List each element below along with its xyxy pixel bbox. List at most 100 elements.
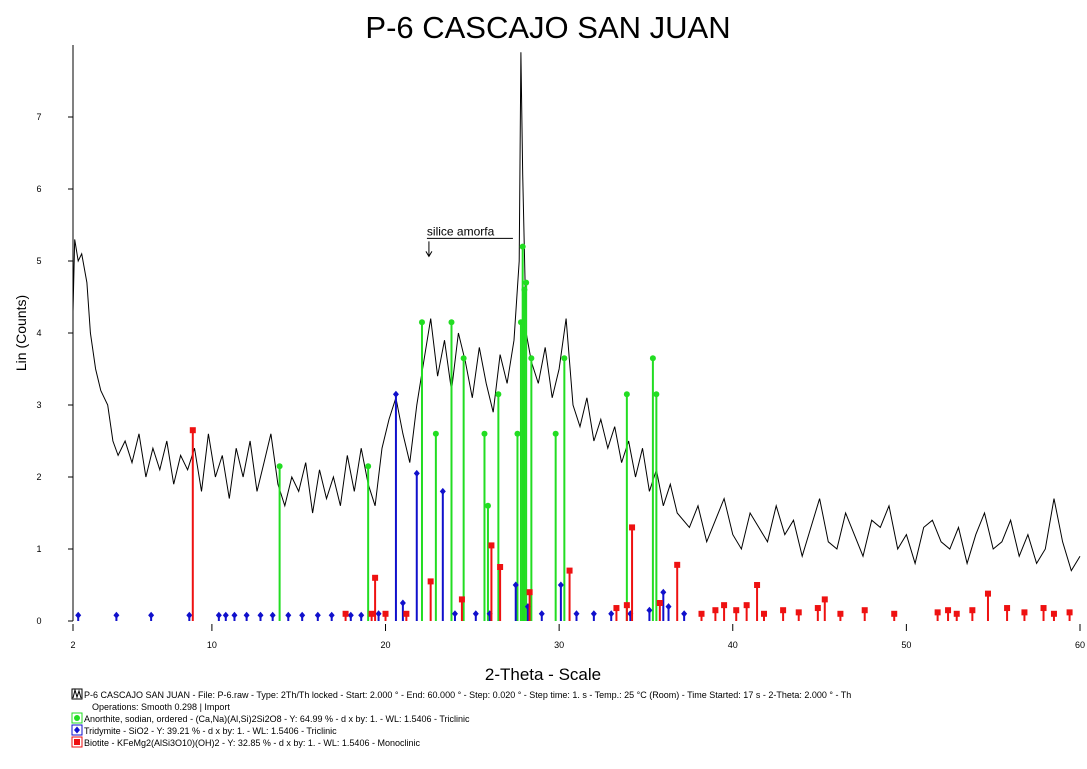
marker bbox=[721, 602, 728, 609]
peak-stick bbox=[590, 610, 597, 621]
marker bbox=[1021, 609, 1028, 616]
peak-stick bbox=[495, 391, 502, 621]
peak-stick bbox=[257, 611, 264, 621]
marker bbox=[74, 715, 80, 721]
peak-stick bbox=[512, 581, 519, 621]
marker bbox=[472, 610, 479, 618]
peak-stick bbox=[392, 390, 399, 621]
marker bbox=[1066, 609, 1073, 616]
legend-entry: Tridymite - SiO2 - Y: 39.21 % - d x by: … bbox=[71, 724, 337, 736]
marker bbox=[276, 463, 283, 470]
marker bbox=[814, 605, 821, 612]
marker bbox=[481, 430, 488, 437]
marker bbox=[285, 611, 292, 619]
peak-stick bbox=[629, 524, 636, 621]
marker bbox=[526, 589, 533, 596]
peak-stick bbox=[113, 611, 120, 621]
marker bbox=[458, 596, 465, 603]
marker bbox=[368, 610, 375, 617]
peak-stick bbox=[1004, 605, 1011, 621]
marker bbox=[448, 319, 455, 326]
peak-stick bbox=[743, 602, 750, 621]
marker bbox=[1040, 605, 1047, 612]
legend-entry: Anorthite, sodian, ordered - (Ca,Na)(Al,… bbox=[71, 712, 470, 724]
marker bbox=[269, 611, 276, 619]
peak-stick bbox=[285, 611, 292, 621]
marker bbox=[953, 610, 960, 617]
peak-stick bbox=[460, 355, 467, 621]
peak-stick bbox=[891, 610, 898, 621]
marker bbox=[358, 611, 365, 619]
marker bbox=[613, 605, 620, 612]
marker bbox=[497, 564, 504, 570]
peak-stick bbox=[75, 611, 82, 621]
peak-stick bbox=[623, 391, 630, 621]
marker bbox=[733, 607, 740, 614]
marker bbox=[365, 463, 372, 470]
peak-stick bbox=[514, 430, 521, 621]
peak-stick bbox=[566, 567, 573, 621]
peak-stick bbox=[382, 610, 389, 621]
peak-stick bbox=[837, 610, 844, 621]
marker bbox=[984, 590, 991, 597]
peak-stick bbox=[780, 607, 787, 621]
annotation-arrow bbox=[425, 241, 433, 258]
y-tick-label: 6 bbox=[36, 184, 41, 194]
marker bbox=[372, 574, 379, 581]
marker bbox=[629, 524, 636, 531]
peak-stick bbox=[472, 610, 479, 621]
legend-entry: P-6 CASCAJO SAN JUAN - File: P-6.raw - T… bbox=[71, 688, 851, 712]
marker bbox=[538, 610, 545, 618]
peak-stick bbox=[458, 596, 465, 621]
peak-stick bbox=[342, 610, 349, 621]
y-tick-label: 2 bbox=[36, 472, 41, 482]
marker bbox=[590, 610, 597, 618]
marker bbox=[460, 355, 467, 362]
peak-stick bbox=[299, 611, 306, 621]
peak-stick bbox=[557, 581, 564, 621]
x-axis-label: 2-Theta - Scale bbox=[485, 665, 601, 684]
marker bbox=[1050, 610, 1057, 617]
peak-stick bbox=[523, 279, 530, 621]
peak-stick bbox=[754, 582, 761, 621]
peak-stick bbox=[497, 564, 504, 621]
peak-stick bbox=[222, 611, 229, 621]
marker bbox=[347, 611, 354, 619]
peak-stick bbox=[761, 610, 768, 621]
peak-stick bbox=[186, 611, 193, 621]
y-axis-label: Lin (Counts) bbox=[13, 295, 29, 371]
marker bbox=[231, 611, 238, 619]
marker bbox=[573, 610, 580, 618]
peak-stick bbox=[681, 610, 688, 621]
marker bbox=[439, 487, 446, 495]
legend-note: Operations: Smooth 0.298 | Import bbox=[92, 702, 230, 712]
marker bbox=[215, 611, 222, 619]
y-tick-label: 5 bbox=[36, 256, 41, 266]
y-tick-label: 4 bbox=[36, 328, 41, 338]
marker bbox=[495, 391, 502, 398]
peak-stick bbox=[649, 355, 656, 621]
peak-stick bbox=[969, 607, 976, 621]
peak-stick bbox=[399, 599, 406, 621]
y-tick-label: 1 bbox=[36, 544, 41, 554]
marker bbox=[795, 609, 802, 616]
marker bbox=[861, 607, 868, 614]
y-tick-label: 3 bbox=[36, 400, 41, 410]
marker bbox=[934, 609, 941, 616]
marker bbox=[299, 611, 306, 619]
peak-stick bbox=[814, 605, 821, 621]
peak-stick bbox=[375, 610, 382, 621]
peak-stick bbox=[608, 610, 615, 621]
marker bbox=[653, 391, 660, 398]
marker bbox=[113, 611, 120, 619]
marker bbox=[623, 391, 630, 398]
marker bbox=[392, 390, 399, 398]
marker bbox=[427, 578, 434, 585]
marker bbox=[891, 610, 898, 617]
peak-stick bbox=[698, 610, 705, 621]
marker bbox=[403, 610, 410, 617]
marker bbox=[945, 607, 952, 614]
peak-stick bbox=[526, 589, 533, 621]
x-tick-label: 50 bbox=[901, 640, 911, 650]
